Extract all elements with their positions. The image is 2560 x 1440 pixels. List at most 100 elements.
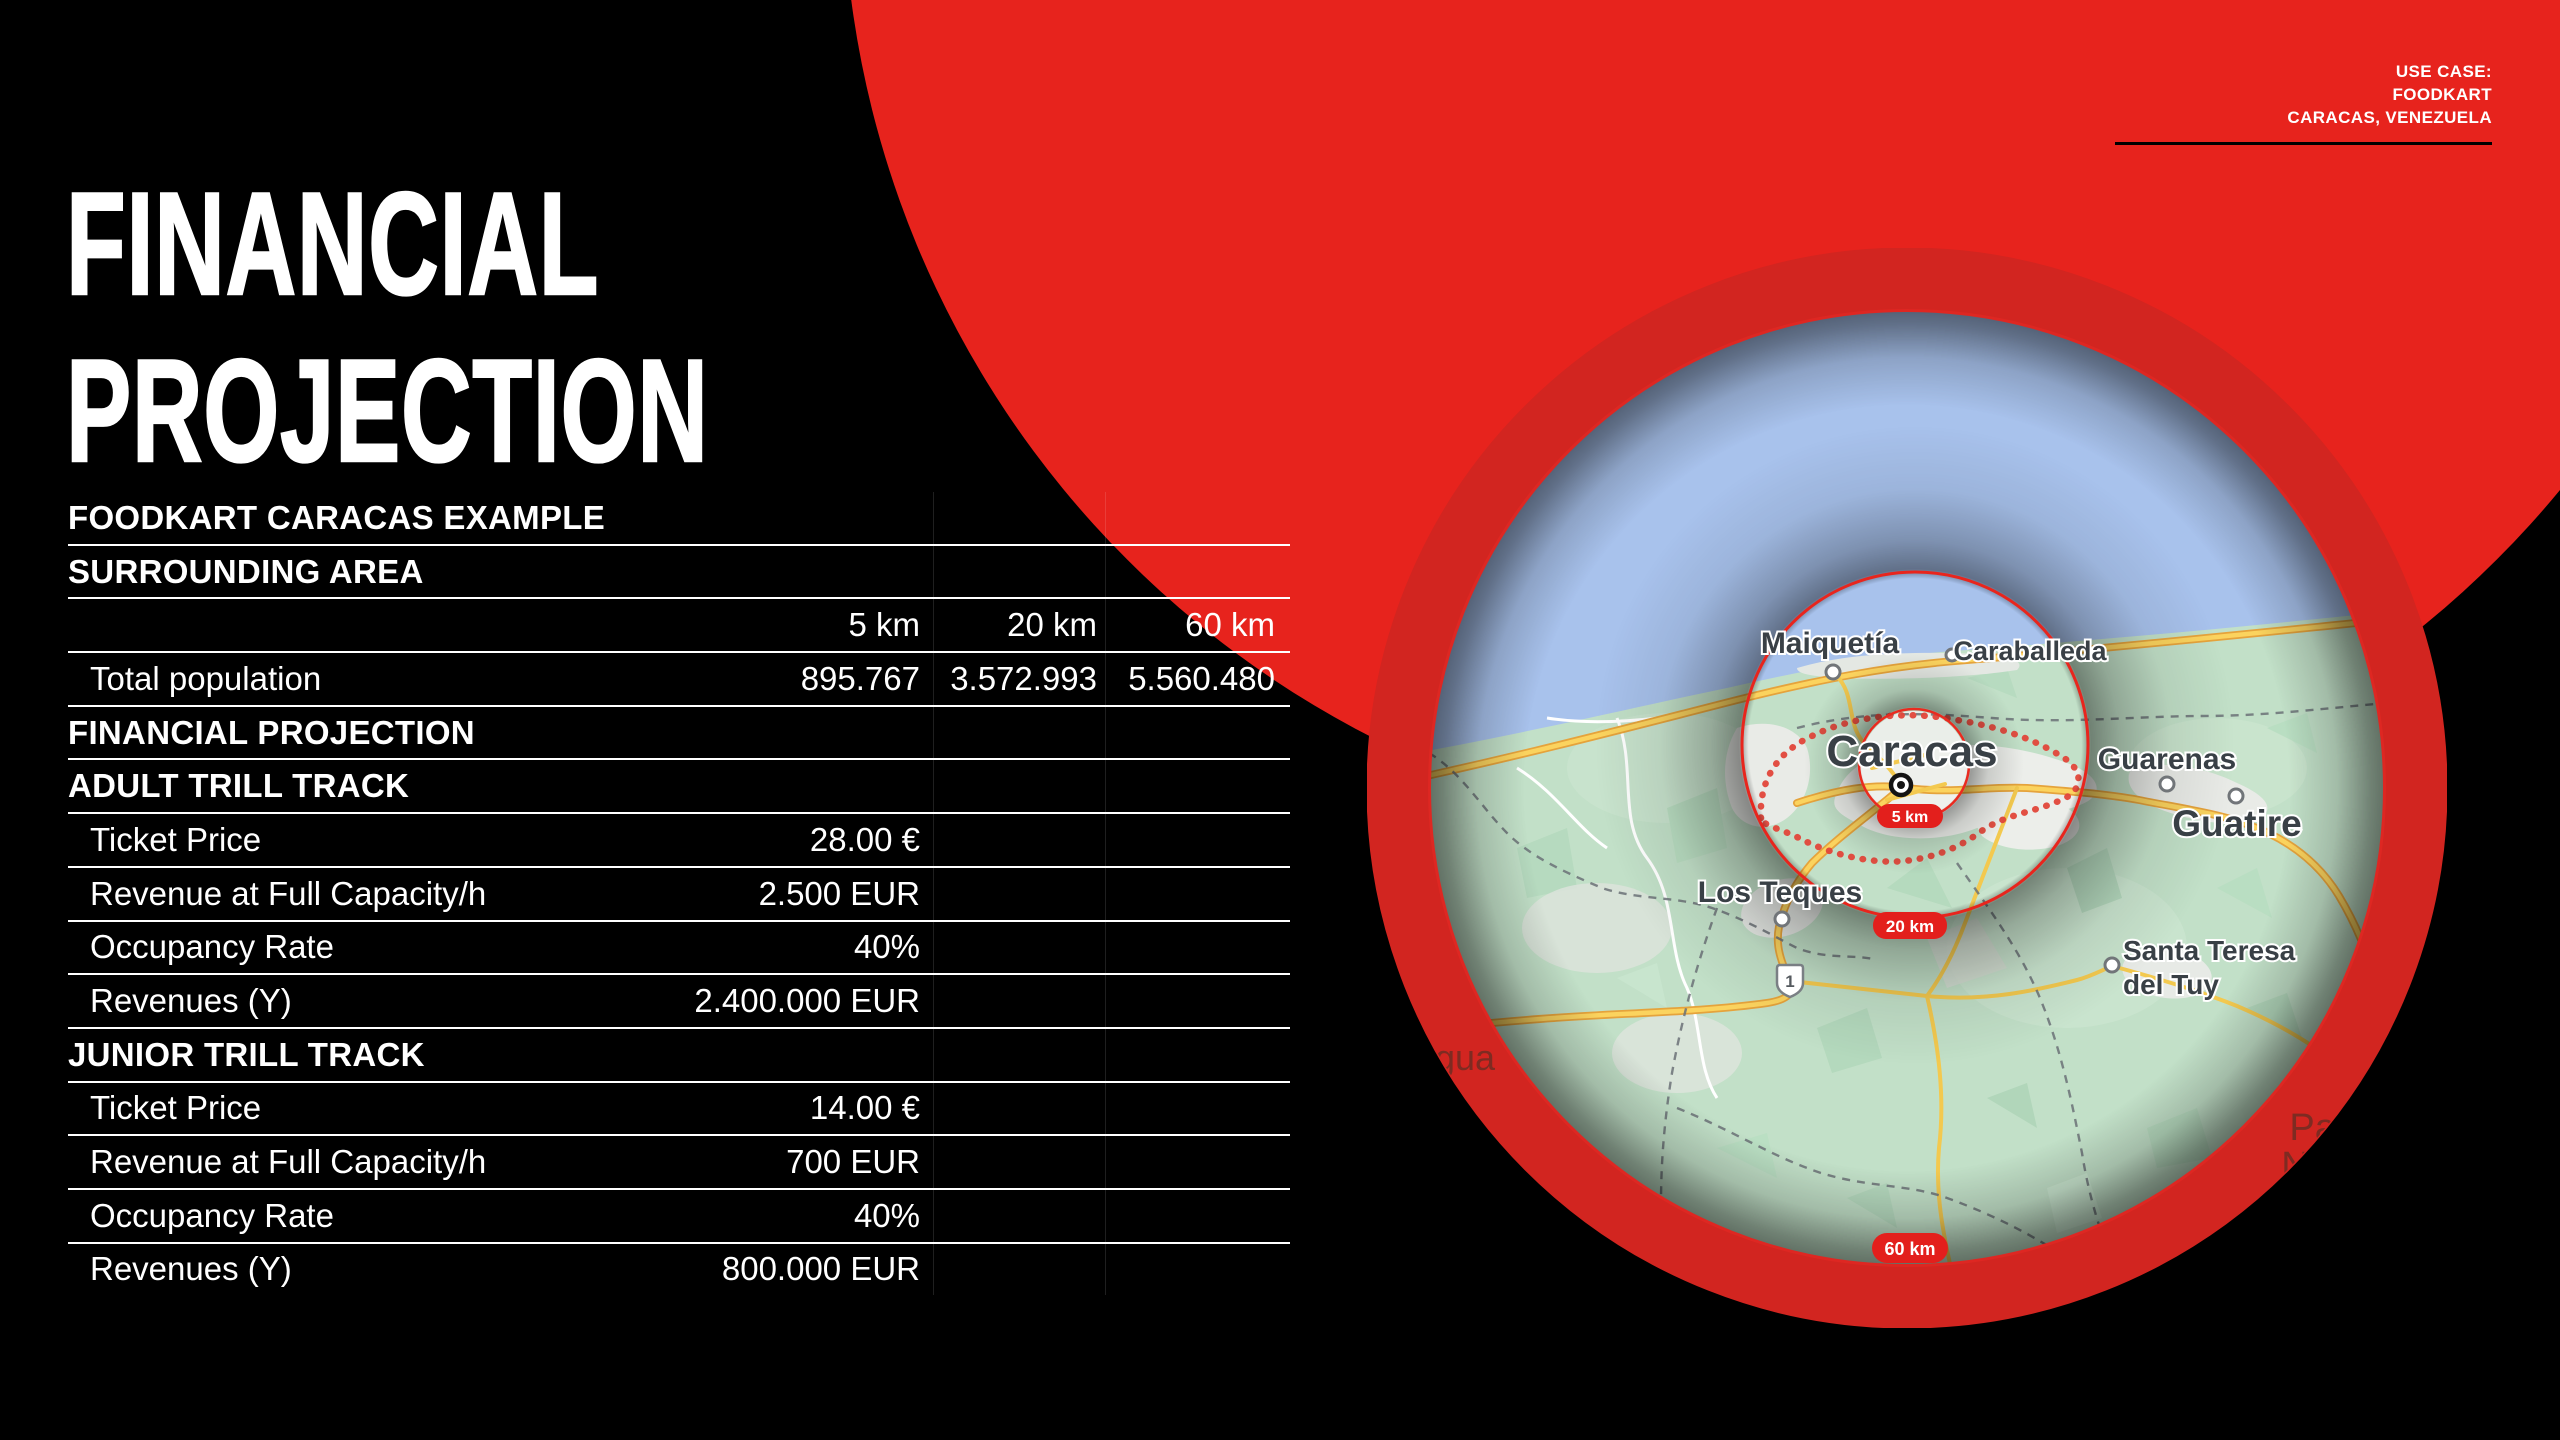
map-svg: gua Par N <box>1366 247 2448 1329</box>
col-header-5km: 5 km <box>848 606 920 644</box>
marker-guatire <box>2227 787 2245 805</box>
radius-map: gua Par N <box>1366 247 2448 1329</box>
cell-5km: 14.00 € <box>809 1089 920 1127</box>
cell-20km <box>933 975 1105 1027</box>
financial-table: FOODKART CARACAS EXAMPLE SURROUNDING ARE… <box>68 492 1290 1296</box>
pill-60km: 60 km <box>1872 1233 1948 1263</box>
circle-60km-edge <box>1428 309 2386 1267</box>
cell-5km <box>755 1029 933 1081</box>
use-case-underline <box>2115 142 2492 145</box>
cell-20km <box>933 706 1105 759</box>
table-row: FINANCIAL PROJECTION <box>68 706 1290 761</box>
cell-20km <box>933 1028 1105 1081</box>
pill-5km: 5 km <box>1877 804 1943 828</box>
cell-60km <box>1105 814 1290 866</box>
marker-los-teques <box>1773 910 1791 928</box>
table-row: Occupancy Rate 40% <box>68 921 1290 976</box>
table-row: FOODKART CARACAS EXAMPLE <box>68 492 1290 546</box>
marker-maiquetia <box>1824 663 1842 681</box>
col-header-60km: 60 km <box>1105 599 1290 652</box>
highway-shield: 1 <box>1775 963 1805 999</box>
ring-ghost-label-right-2: N <box>2281 1145 2308 1187</box>
cell-60km <box>1105 867 1290 920</box>
cell-60km <box>1105 1136 1290 1188</box>
cell-20km <box>933 814 1105 866</box>
cell-60km <box>1105 1082 1290 1135</box>
cell-20km <box>933 1189 1105 1242</box>
marker-santa-teresa <box>2103 956 2121 974</box>
cell-5km: 2.400.000 EUR <box>694 982 920 1020</box>
table-row: Revenue at Full Capacity/h 700 EUR <box>68 1136 1290 1190</box>
cell-5km: 2.500 EUR <box>758 874 920 912</box>
row-label: FINANCIAL PROJECTION <box>68 713 475 751</box>
marker-guarenas <box>2158 775 2176 793</box>
table-row: Revenues (Y) 800.000 EUR <box>68 1243 1290 1296</box>
label-santa-teresa-1: Santa Teresa <box>2123 935 2296 966</box>
cell-5km: 700 EUR <box>786 1143 920 1181</box>
city-labels: Maiquetía Caraballeda Caracas Guarenas G… <box>1696 625 2304 1002</box>
cell-60km: 5.560.480 <box>1105 653 1290 705</box>
cell-5km: 28.00 € <box>809 820 920 858</box>
cell-20km <box>933 492 1105 544</box>
table-row: SURROUNDING AREA <box>68 545 1290 600</box>
table-header-row: 5 km 20 km 60 km <box>68 599 1290 654</box>
table-row: Revenue at Full Capacity/h 2.500 EUR <box>68 867 1290 922</box>
pill-20km-label: 20 km <box>1886 917 1934 936</box>
pill-20km: 20 km <box>1873 912 1947 939</box>
cell-5km: 800.000 EUR <box>721 1250 920 1288</box>
row-label: Revenue at Full Capacity/h <box>90 874 487 912</box>
use-case-block: USE CASE: FOODKART CARACAS, VENEZUELA <box>2115 60 2492 145</box>
use-case-label: USE CASE: <box>2395 62 2492 81</box>
cell-5km <box>755 760 933 812</box>
cell-5km <box>755 546 933 598</box>
cell-20km <box>933 545 1105 598</box>
cell-5km: 40% <box>853 1196 920 1234</box>
title-line-1: FINANCIAL <box>65 161 600 327</box>
table-row: Total population 895.767 3.572.993 5.560… <box>68 653 1290 707</box>
row-label: JUNIOR TRILL TRACK <box>68 1035 425 1073</box>
cell-5km <box>755 707 933 759</box>
table-row: Ticket Price 14.00 € <box>68 1082 1290 1137</box>
row-label: Ticket Price <box>90 1089 262 1127</box>
row-label: Ticket Price <box>90 820 262 858</box>
cell-60km <box>1105 921 1290 974</box>
label-caraballeda: Caraballeda <box>1953 636 2107 666</box>
pill-5km-label: 5 km <box>1892 809 1928 826</box>
center-target-marker <box>1888 772 1914 798</box>
row-label: Total population <box>90 659 322 697</box>
label-guatire: Guatire <box>2172 803 2302 844</box>
label-los-teques: Los Teques <box>1698 876 1862 909</box>
cell-60km <box>1105 492 1290 544</box>
label-guarenas: Guarenas <box>2098 743 2236 776</box>
ring-ghost-label-right-1: Par <box>2289 1107 2348 1149</box>
cell-60km <box>1105 760 1290 813</box>
cell-5km <box>755 492 933 544</box>
cell-60km <box>1105 545 1290 598</box>
cell-60km <box>1105 1028 1290 1081</box>
cell-20km: 3.572.993 <box>933 653 1105 705</box>
highway-shield-number: 1 <box>1785 972 1794 991</box>
cell-20km <box>933 921 1105 974</box>
label-santa-teresa-2: del Tuy <box>2123 969 2219 1000</box>
label-caracas: Caracas <box>1826 727 1997 776</box>
pill-60km-label: 60 km <box>1884 1239 1935 1259</box>
cell-20km <box>933 760 1105 813</box>
row-label: Occupancy Rate <box>90 928 334 966</box>
cell-20km <box>933 1082 1105 1135</box>
cell-60km <box>1105 1189 1290 1242</box>
table-row: JUNIOR TRILL TRACK <box>68 1028 1290 1083</box>
cell-60km <box>1105 1243 1290 1296</box>
map-outer-ring <box>1366 247 2448 1329</box>
radius-pills: 5 km 20 km <box>1873 804 1947 939</box>
row-label: SURROUNDING AREA <box>68 552 424 590</box>
cell-5km: 40% <box>853 928 920 966</box>
cell-60km <box>1105 706 1290 759</box>
table-row: Occupancy Rate 40% <box>68 1189 1290 1244</box>
row-label: Revenues (Y) <box>90 982 292 1020</box>
use-case-product: FOODKART <box>2392 85 2492 104</box>
row-label: FOODKART CARACAS EXAMPLE <box>68 498 606 536</box>
row-label: Revenues (Y) <box>90 1250 292 1288</box>
cell-20km <box>933 1243 1105 1296</box>
cell-20km <box>933 1136 1105 1188</box>
